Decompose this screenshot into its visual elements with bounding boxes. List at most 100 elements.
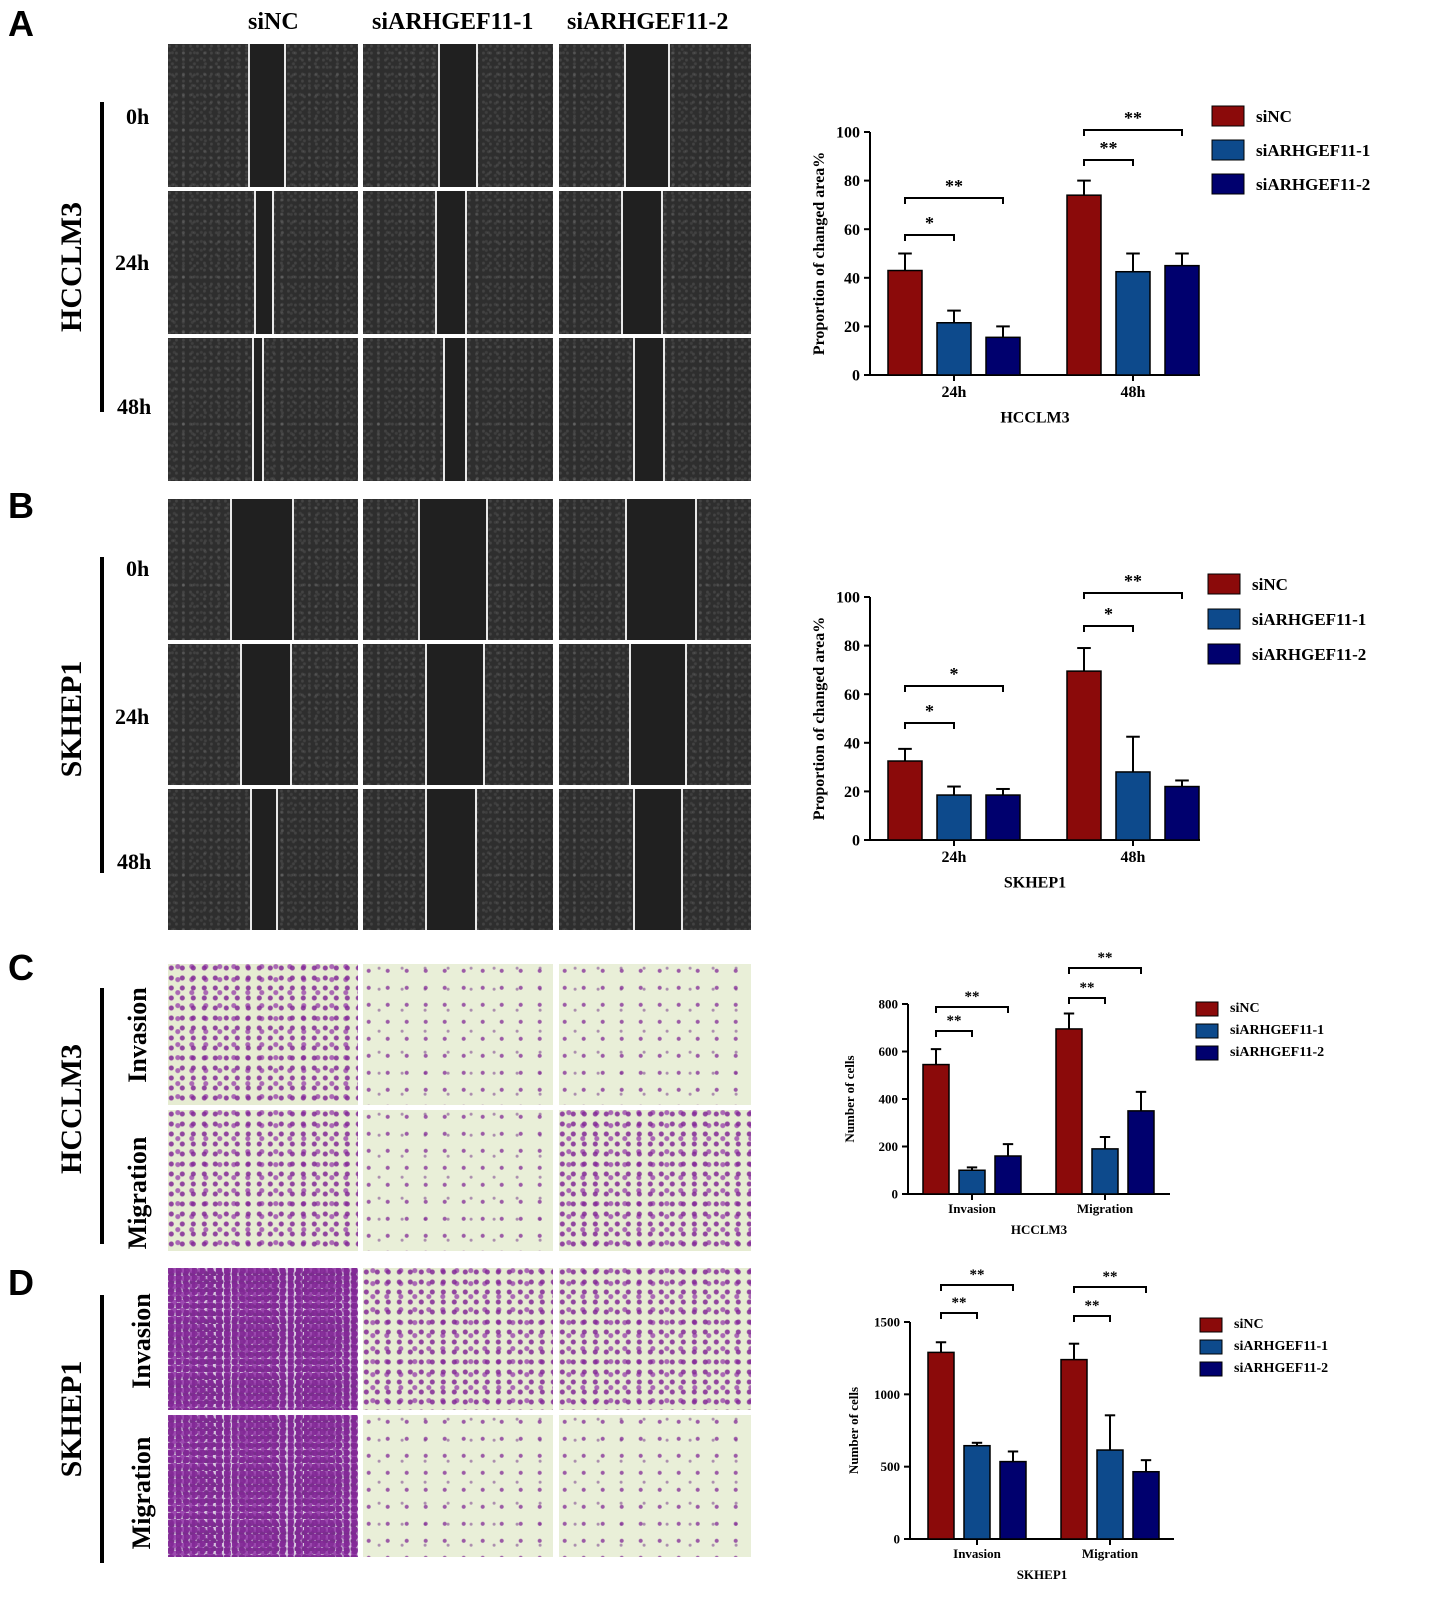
scratch-wound-gap	[621, 191, 663, 334]
time-label-b-0h: 0h	[126, 556, 150, 581]
scratch-wound-gap	[248, 44, 286, 187]
legend-label: siARHGEF11-2	[1256, 175, 1370, 194]
bar	[1127, 1110, 1155, 1195]
x-tick-label: Migration	[1077, 1201, 1134, 1216]
bar	[1164, 785, 1200, 841]
scratch-wound-gap	[425, 644, 485, 785]
significance-bracket	[1083, 592, 1183, 599]
legend-swatch	[1195, 1023, 1219, 1039]
transwell-image-c-r0-c2	[559, 964, 751, 1105]
bar	[1066, 194, 1102, 376]
significance-bracket	[904, 722, 955, 729]
bar	[1066, 670, 1102, 841]
y-tick-label: 60	[844, 687, 860, 704]
bar	[999, 1460, 1027, 1540]
cell-line-label-d: SKHEP1	[55, 1360, 88, 1478]
scratch-wound-gap	[435, 191, 467, 334]
x-tick-label: Migration	[1082, 1546, 1139, 1561]
y-tick-label: 0	[852, 833, 860, 850]
legend-label: siARHGEF11-1	[1234, 1339, 1328, 1354]
cell-line-label-a: HCCLM3	[55, 202, 88, 332]
bar	[1164, 264, 1200, 376]
y-tick-label: 0	[894, 1532, 901, 1547]
legend-label: siARHGEF11-1	[1252, 610, 1366, 629]
scratch-image-b-r2-c2	[559, 789, 751, 930]
significance-bracket	[904, 234, 955, 241]
x-axis-title: HCCLM3	[1011, 1222, 1068, 1237]
panel-label-d: D	[8, 1262, 34, 1303]
bar	[1115, 771, 1151, 841]
scratch-wound-gap	[240, 644, 292, 785]
significance-bracket	[1083, 129, 1183, 136]
scratch-image-a-r0-c1	[363, 44, 553, 187]
column-header-siarhgef11-1: siARHGEF11-1	[372, 9, 534, 35]
scratch-image-b-r0-c1	[363, 499, 553, 640]
legend-label: siNC	[1234, 1317, 1264, 1332]
legend-swatch	[1199, 1339, 1223, 1355]
x-tick-label: 48h	[1121, 384, 1146, 401]
bar-chart-c: 0 200 400 600 800 Number of cells Invasion Migr…	[842, 950, 1324, 1237]
significance-bracket	[1073, 1315, 1111, 1322]
row-label-d-migration: Migration	[127, 1436, 156, 1550]
bar	[887, 760, 923, 841]
transwell-image-d-r0-c1	[363, 1268, 553, 1410]
scratch-image-a-r2-c0	[168, 338, 358, 481]
transwell-image-d-r0-c0	[168, 1268, 358, 1410]
y-axis-title: Proportion of changed area%	[811, 617, 828, 820]
transwell-image-d-r1-c1	[363, 1415, 553, 1557]
scratch-image-a-r0-c0	[168, 44, 358, 187]
significance-label: *	[1104, 604, 1113, 624]
scratch-image-b-r1-c0	[168, 644, 358, 785]
bar	[1055, 1028, 1083, 1195]
y-tick-label: 500	[881, 1459, 901, 1474]
y-axis-title: Number of cells	[846, 1387, 861, 1474]
transwell-image-c-r1-c0	[168, 1110, 358, 1251]
bar	[958, 1169, 986, 1195]
row-label-d-invasion: Invasion	[127, 1293, 156, 1389]
scratch-image-a-r1-c0	[168, 191, 358, 334]
legend-swatch	[1207, 608, 1241, 630]
column-header-siarhgef11-2: siARHGEF11-2	[567, 9, 729, 35]
scratch-image-b-r0-c0	[168, 499, 358, 640]
y-tick-label: 1500	[874, 1315, 900, 1330]
significance-bracket	[1083, 159, 1134, 166]
legend-label: siNC	[1230, 1001, 1260, 1016]
legend-swatch	[1195, 1001, 1219, 1017]
scratch-wound-gap	[425, 789, 477, 930]
significance-label: **	[947, 1013, 962, 1029]
scratch-wound-gap	[625, 499, 697, 640]
bar-chart-d: 0 500 1000 1500 Number of cells Invasion Migra…	[846, 1267, 1328, 1582]
bar-chart-b: 0 20 40 60 80 100 Proportion of changed area% 2…	[811, 571, 1366, 892]
legend-label: siNC	[1256, 107, 1292, 126]
legend-label: siNC	[1252, 575, 1288, 594]
scratch-wound-gap	[629, 644, 687, 785]
x-tick-label: 24h	[942, 849, 967, 866]
scratch-wound-gap	[438, 44, 478, 187]
x-tick-label: 48h	[1121, 849, 1146, 866]
legend-swatch	[1207, 643, 1241, 665]
scratch-image-a-r2-c1	[363, 338, 553, 481]
significance-label: **	[965, 989, 980, 1005]
bar	[963, 1444, 991, 1540]
bracket-bar-b	[100, 557, 104, 873]
significance-label: *	[925, 701, 934, 721]
y-tick-label: 40	[844, 735, 860, 752]
time-label-a-24h: 24h	[115, 250, 150, 275]
scratch-wound-gap	[250, 789, 278, 930]
significance-label: **	[945, 176, 963, 196]
legend-swatch	[1195, 1045, 1219, 1061]
bar	[936, 794, 972, 841]
legend-swatch	[1211, 173, 1245, 195]
significance-label: **	[1124, 108, 1142, 128]
y-tick-label: 80	[844, 173, 860, 190]
legend-label: siARHGEF11-2	[1252, 645, 1366, 664]
x-tick-label: Invasion	[953, 1546, 1001, 1561]
bracket-bar-d	[100, 1295, 104, 1563]
transwell-image-d-r1-c2	[559, 1415, 751, 1557]
y-tick-label: 20	[844, 784, 860, 801]
x-tick-label: 24h	[942, 384, 967, 401]
legend-swatch	[1207, 573, 1241, 595]
transwell-image-c-r1-c1	[363, 1110, 553, 1251]
time-label-b-48h: 48h	[117, 849, 152, 874]
bar	[1115, 270, 1151, 376]
